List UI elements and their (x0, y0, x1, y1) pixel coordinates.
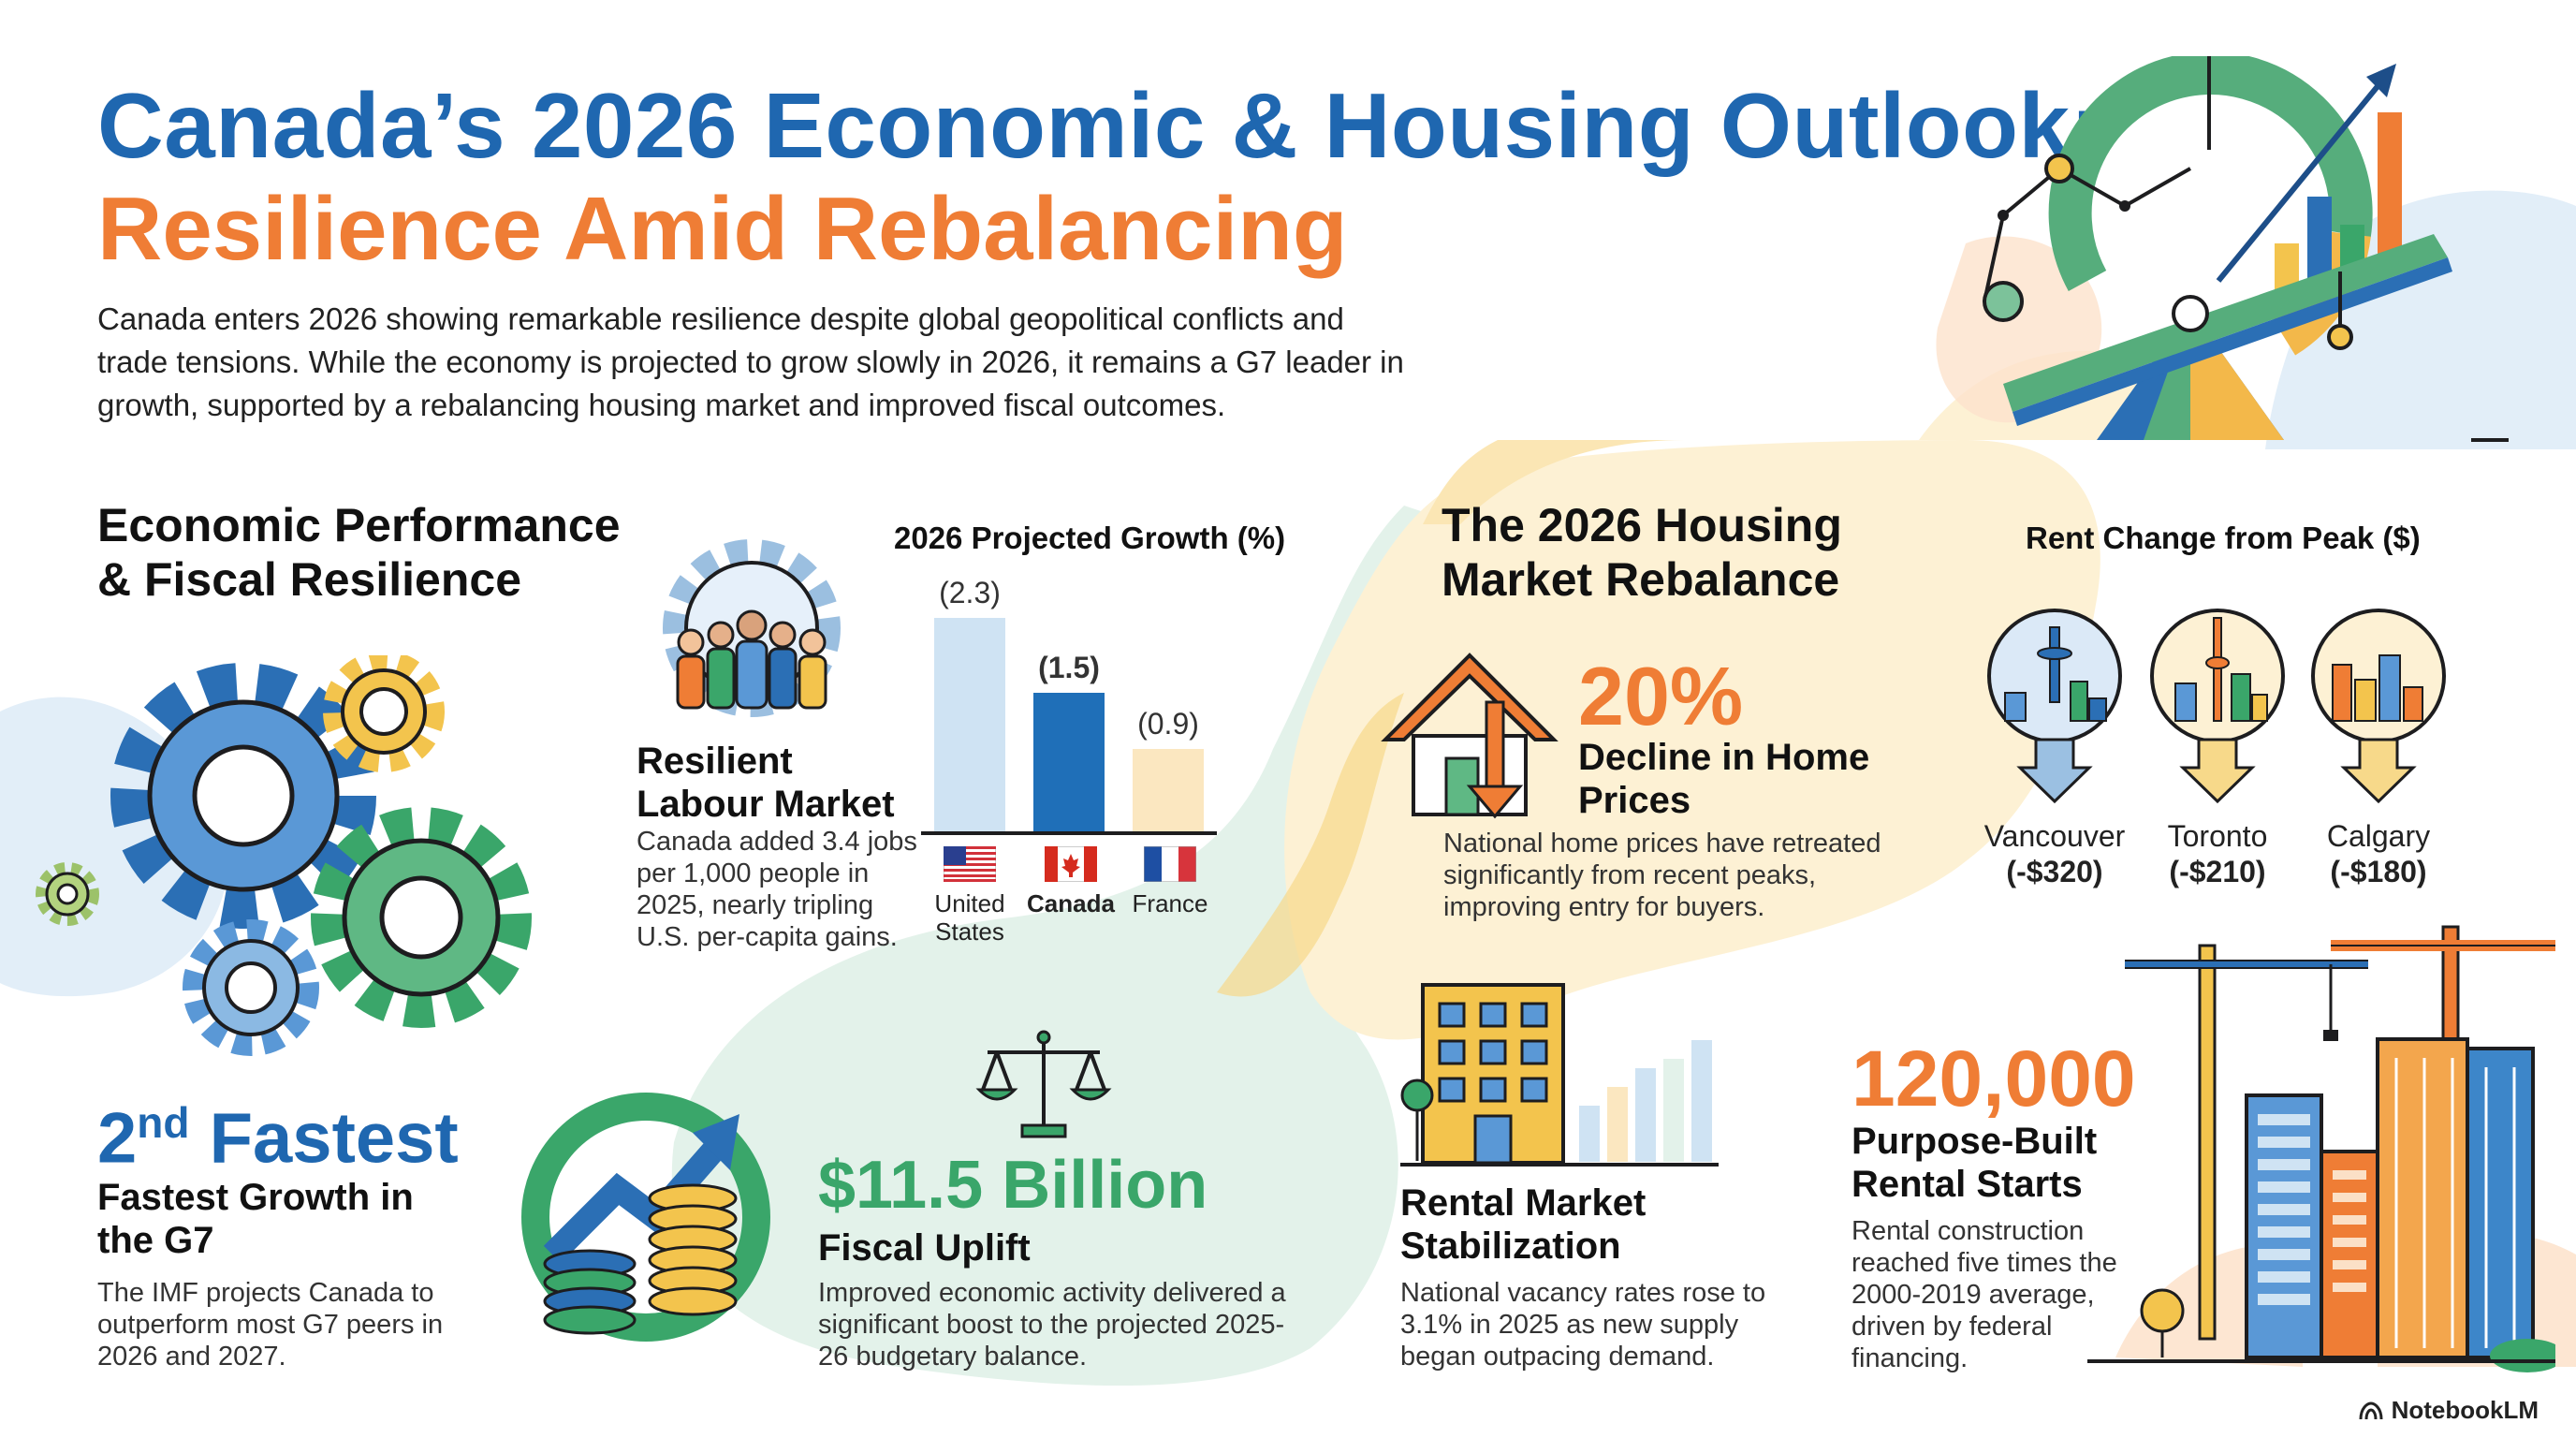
labour-text: Canada added 3.4 jobs per 1,000 people i… (637, 827, 917, 952)
g7-rank-stat: 2nd Fastest (97, 1101, 459, 1174)
category-label-us: United States (934, 889, 1005, 946)
g7-text: The IMF projects Canada to outperform mo… (97, 1278, 444, 1372)
fiscal-stat: $11.5 Billion (818, 1148, 1208, 1223)
rent-chart-title: Rent Change from Peak ($) (2026, 521, 2421, 555)
growth-bar-canada (1033, 693, 1105, 833)
labour-title: Resilient Labour Market (637, 741, 895, 825)
toronto-skyline-icon (2150, 609, 2285, 804)
coins-growth-icon (521, 1093, 770, 1342)
rent-city-toronto: Toronto (-$210) (2129, 818, 2306, 889)
g7-rank-word: Fastest (209, 1098, 459, 1179)
notebooklm-logo-icon (2359, 1401, 2383, 1419)
vancouver-skyline-icon (1987, 609, 2122, 804)
workers-gear-icon (663, 539, 841, 717)
construction-cranes-icon (2087, 925, 2555, 1372)
economic-section-heading: Economic Performance & Fiscal Resilience (97, 499, 621, 606)
growth-bar-chart: (2.3) (1.5) (0.9) (921, 576, 1217, 835)
apartment-building-icon (1400, 983, 1719, 1167)
gears-icon (36, 655, 532, 1056)
rental-title: Rental Market Stabilization (1400, 1182, 1647, 1267)
brand-name: NotebookLM (2391, 1396, 2539, 1424)
page-subtitle: Resilience Amid Rebalancing (97, 179, 1348, 279)
growth-bar-value-label: (2.3) (939, 576, 1001, 609)
canada-flag-icon (1045, 846, 1097, 882)
city-name: Toronto (2167, 819, 2268, 853)
house-decline-icon (1381, 653, 1559, 819)
growth-bar-value-label: (0.9) (1137, 707, 1199, 741)
category-label-canada: Canada (1027, 889, 1115, 917)
rental-starts-stat: 120,000 (1852, 1034, 2136, 1123)
rent-city-vancouver: Vancouver (-$320) (1966, 818, 2144, 889)
price-decline-stat: 20% (1578, 650, 1744, 742)
price-decline-title: Decline in Home Prices (1578, 737, 1870, 821)
g7-title: Fastest Growth in the G7 (97, 1177, 414, 1261)
page-title: Canada’s 2026 Economic & Housing Outlook… (97, 74, 2101, 177)
growth-bar-value-label: (1.5) (1038, 651, 1100, 684)
price-decline-text: National home prices have retreated sign… (1443, 829, 1881, 922)
growth-chart-title: 2026 Projected Growth (%) (894, 521, 1286, 555)
city-rent-change: (-$180) (2330, 855, 2427, 888)
fiscal-text: Improved economic activity delivered a s… (818, 1278, 1286, 1372)
france-flag-icon (1144, 846, 1196, 882)
category-label-france: France (1132, 889, 1208, 917)
intro-paragraph: Canada enters 2026 showing remarkable re… (97, 301, 1404, 422)
housing-section-heading: The 2026 Housing Market Rebalance (1442, 499, 1842, 606)
calgary-skyline-icon (2311, 609, 2446, 804)
us-flag-icon (944, 846, 996, 882)
rental-text: National vacancy rates rose to 3.1% in 2… (1400, 1278, 1766, 1372)
fiscal-title: Fiscal Uplift (818, 1227, 1031, 1269)
rent-city-calgary: Calgary (-$180) (2290, 818, 2467, 889)
growth-bar-france (1133, 749, 1204, 833)
g7-rank-number: 2 (97, 1098, 138, 1179)
city-name: Vancouver (1983, 819, 2126, 853)
g7-rank-suffix: nd (137, 1098, 190, 1147)
balance-seesaw-illustration (1983, 56, 2509, 442)
rental-starts-title: Purpose-Built Rental Starts (1852, 1121, 2098, 1205)
city-rent-change: (-$210) (2169, 855, 2266, 888)
growth-bar-united-states (934, 618, 1005, 833)
city-name: Calgary (2326, 819, 2431, 853)
balance-scale-icon (975, 1030, 1112, 1138)
brand-footer: NotebookLM (2358, 1396, 2539, 1425)
rental-starts-text: Rental construction reached five times t… (1852, 1216, 2117, 1373)
city-rent-change: (-$320) (2006, 855, 2103, 888)
